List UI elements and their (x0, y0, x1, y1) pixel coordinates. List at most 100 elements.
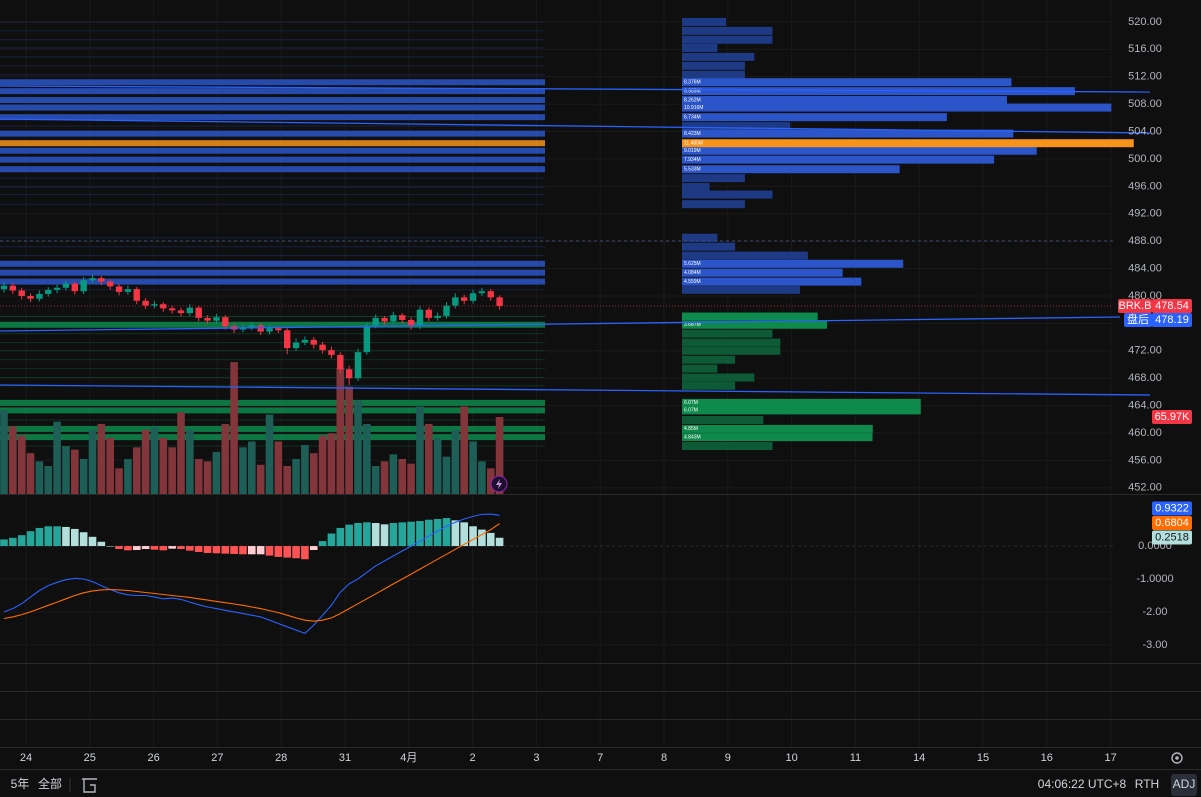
macd-histogram-bar (186, 546, 194, 551)
profile-extension (0, 269, 545, 276)
profile-extension (0, 47, 545, 49)
macd-histogram-bar (115, 546, 123, 550)
profile-bar (682, 113, 947, 122)
x-tick-label: 8 (661, 752, 667, 764)
x-tick-label: 9 (725, 752, 731, 764)
candle-body (248, 325, 255, 328)
volume-bar (433, 437, 442, 494)
volume-bar (71, 449, 79, 494)
profile-extension (0, 203, 545, 205)
candle-body (319, 344, 326, 351)
volume-badge-bg (1152, 409, 1192, 424)
volume-bar (9, 426, 17, 494)
y-tick-label: 512.00 (1128, 71, 1162, 83)
profile-label: 4.843M (684, 434, 701, 440)
adjust-button-bg[interactable] (1171, 774, 1197, 796)
macd-tick-label: -1.0000 (1136, 573, 1173, 585)
macd-histogram-bar (44, 526, 53, 547)
macd-histogram-bar (336, 527, 345, 547)
x-tick-label: 3 (533, 752, 539, 764)
candle-body (177, 310, 185, 314)
profile-bar (682, 242, 736, 251)
macd-histogram-bar (9, 537, 17, 547)
y-tick-label: 484.00 (1128, 262, 1162, 274)
y-tick-label: 456.00 (1128, 454, 1162, 466)
profile-extension (0, 104, 545, 111)
signal-badge: 0.6804 (1155, 517, 1189, 529)
volume-bar (416, 406, 424, 494)
profile-extension (0, 39, 545, 41)
candles (0, 274, 1113, 386)
macd-histogram-bar (486, 532, 495, 547)
candle-body (71, 283, 78, 292)
x-tick-label: 31 (339, 752, 351, 764)
candle-body (292, 342, 300, 349)
macd-histogram-bar (354, 522, 362, 547)
gear[interactable] (1171, 752, 1183, 764)
candle-body (222, 317, 229, 327)
volume-bar (380, 461, 389, 494)
macd-histogram-bar (460, 522, 468, 547)
volume-bar (371, 465, 380, 494)
profile-extension (0, 21, 545, 23)
macd-histogram-bar (203, 546, 212, 553)
macd-pane (0, 513, 504, 635)
volume-bar (460, 406, 468, 494)
symbol-badge-bg (1118, 298, 1152, 313)
macd-histogram-bar (150, 546, 159, 550)
range-button[interactable]: 5年 (11, 777, 30, 791)
profile-label: 10.916M (684, 105, 703, 111)
grid (0, 0, 1113, 747)
profile-bar (682, 381, 736, 390)
profile-extension (0, 166, 545, 173)
candle-body (328, 350, 335, 355)
y-tick-label: 516.00 (1128, 43, 1162, 55)
badges: BRK.B 478.54 盘后 478.19 65.97K 0.9322 0.6804 0.2… (1118, 298, 1192, 545)
candle-body (107, 281, 114, 287)
macd-tick-label: -3.00 (1142, 639, 1167, 651)
y-tick-label: 508.00 (1128, 98, 1162, 110)
profile-bar (682, 26, 773, 35)
x-tick-label: 14 (913, 752, 925, 764)
range-button[interactable]: 全部 (38, 776, 62, 791)
after-hours-tag: 盘后 (1127, 312, 1149, 326)
macd-histogram-bar (256, 546, 265, 555)
toolbar: 5年 全部 04:06:22 UTC+8 RTH ADJ (11, 774, 1197, 796)
date-range-icon[interactable] (82, 778, 97, 793)
after-hours-badge: 478.19 (1155, 314, 1189, 326)
profile-label: 5.625M (684, 261, 701, 267)
candle-body (372, 317, 379, 326)
symbol-badge: BRK.B (1118, 300, 1151, 312)
volume-bar (106, 437, 114, 494)
macd-histogram-bar (407, 521, 415, 547)
volume-bar (159, 437, 168, 494)
volume-bar (354, 400, 362, 494)
candle-body (195, 307, 202, 318)
x-tick-label: 10 (785, 752, 797, 764)
macd-histogram-bar (230, 546, 238, 554)
volume-bar (274, 441, 283, 494)
profile-bar (682, 70, 745, 79)
candle-body (301, 339, 309, 343)
profile-label: 4.084M (684, 270, 701, 276)
volume-bar (0, 409, 8, 494)
profile-bar (682, 259, 904, 268)
candle-body (434, 315, 441, 318)
profile-extension (0, 147, 545, 154)
session-button[interactable]: RTH (1135, 777, 1159, 791)
profile-label: 6.734M (684, 114, 701, 120)
candle-body (142, 300, 149, 306)
macd-histogram-bar (451, 520, 460, 547)
profile-extension (0, 255, 545, 257)
macd-histogram-bar (168, 546, 176, 549)
profile-bar (682, 355, 736, 364)
trend-lines (0, 85, 1151, 396)
adjust-button[interactable]: ADJ (1173, 777, 1196, 791)
settings-button[interactable] (1171, 752, 1183, 764)
volume-bar (327, 433, 336, 494)
volume-bar (256, 464, 265, 494)
volume-bar (88, 429, 97, 494)
y-tick-label: 460.00 (1128, 427, 1162, 439)
